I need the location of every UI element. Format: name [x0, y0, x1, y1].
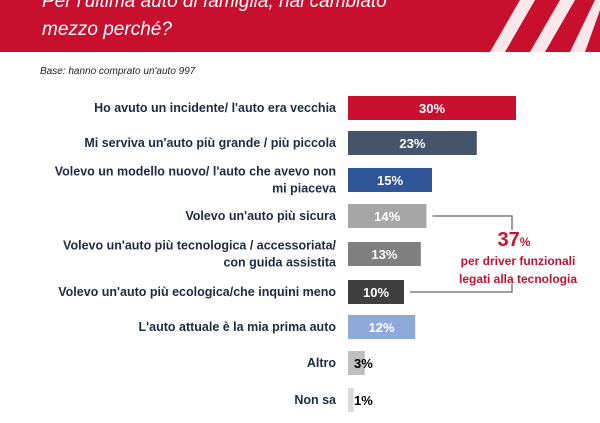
bar-value-label: 30%	[419, 101, 445, 116]
title-line-2: mezzo perché?	[42, 19, 172, 40]
annotation-value: 37	[498, 229, 520, 251]
category-label: con guida assistita	[223, 256, 337, 270]
base-note: Base: hanno comprato un'auto 997	[40, 66, 196, 77]
category-label: mi piaceva	[272, 182, 337, 196]
bracket-line	[410, 215, 513, 293]
category-label: L'auto attuale è la mia prima auto	[139, 320, 337, 334]
page-title: Per l'ultima auto di famiglia, hai cambi…	[42, 0, 562, 44]
bar-value-label: 14%	[374, 209, 400, 224]
category-label: Non sa	[294, 393, 337, 407]
header-stripes-decoration	[490, 0, 600, 52]
bar	[348, 168, 432, 192]
title-line-1: Per l'ultima auto di famiglia, hai cambi…	[42, 0, 387, 12]
annotation-line-1: per driver funzionali	[461, 254, 576, 268]
bar-value-label: 15%	[377, 173, 403, 188]
bar	[348, 315, 416, 339]
category-label: Ho avuto un incidente/ l'auto era vecchi…	[94, 101, 337, 115]
category-label: Volevo un'auto più sicura	[185, 209, 337, 223]
bar	[348, 96, 516, 120]
category-label: Volevo un modello nuovo/ l'auto che avev…	[55, 165, 336, 179]
bar-value-label: 23%	[399, 136, 425, 151]
header-banner: Per l'ultima auto di famiglia, hai cambi…	[0, 0, 600, 52]
bar	[348, 280, 404, 304]
category-label: Mi serviva un'auto più grande / più picc…	[84, 136, 337, 150]
bar	[348, 242, 421, 266]
category-label: Volevo un'auto più ecologica/che inquini…	[58, 285, 336, 299]
bar-value-label: 3%	[354, 356, 373, 371]
bar-value-label: 10%	[363, 285, 389, 300]
bar	[348, 388, 354, 412]
annotation-unit: %	[520, 235, 531, 249]
svg-text:37%: 37%	[498, 229, 531, 251]
bar	[348, 351, 365, 375]
annotation-line-2: legati alla tecnologia	[459, 272, 577, 286]
bar	[348, 131, 477, 155]
category-label: Volevo un'auto più tecnologica / accesso…	[63, 239, 336, 253]
bar-value-label: 1%	[354, 393, 373, 408]
category-label: Altro	[307, 356, 337, 370]
bar-value-label: 12%	[369, 320, 395, 335]
bar	[348, 204, 427, 228]
bar-value-label: 13%	[371, 247, 397, 262]
